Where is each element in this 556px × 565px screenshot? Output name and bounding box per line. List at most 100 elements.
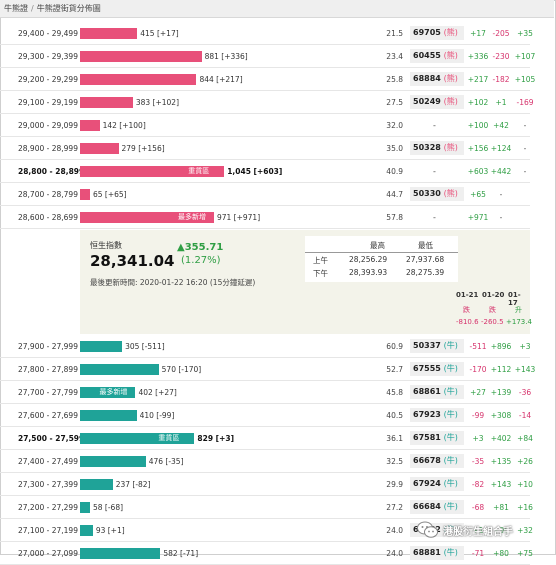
price-range: 27,100 - 27,199 (18, 526, 78, 535)
table-row[interactable]: 29,400 - 29,499 415 [+17] 21.5 69705 (熊) +17… (0, 22, 533, 45)
distance-pct: 35.0 (386, 144, 403, 153)
price-range: 27,200 - 27,299 (18, 503, 78, 512)
bear-bar[interactable] (80, 479, 113, 490)
daily-change: -230 (492, 52, 510, 61)
col-low: 最低 (418, 241, 433, 250)
bear-bar[interactable] (80, 525, 93, 536)
table-row[interactable]: 28,700 - 28,799 65 [+65] 44.7 50330 (熊) +65 - (0, 183, 530, 206)
warrant-code[interactable]: 50337 (牛) (410, 339, 464, 353)
warrant-code[interactable]: 50328 (熊) (410, 141, 464, 155)
table-row[interactable]: 28,600 - 28,699 最多新增 971 [+971] 57.8 - +971 - (0, 206, 530, 229)
warrant-code[interactable]: 66678 (牛) (410, 454, 464, 468)
daily-change: +35 (517, 29, 533, 38)
table-row[interactable]: 27,000 - 27,099 582 [-71] 24.0 68881 (牛) -71… (0, 542, 533, 565)
table-row[interactable]: 27,300 - 27,399 237 [-82] 29.9 67924 (牛) -82… (0, 473, 533, 496)
warrant-code[interactable]: 60455 (熊) (410, 49, 464, 63)
high-low-table: 最高 最低 上午 28,256.29 27,937.68 下午 28,393.9… (305, 236, 458, 282)
warrant-code[interactable]: 68884 (熊) (410, 72, 464, 86)
table-row[interactable]: 29,300 - 29,399 881 [+336] 23.4 60455 (熊) +3… (0, 45, 535, 68)
daily-change: +112 (490, 365, 512, 374)
table-row[interactable]: 27,400 - 27,499 476 [-35] 32.5 66678 (牛) -35… (0, 450, 533, 473)
daily-change: -205 (492, 29, 510, 38)
warrant-code[interactable]: 67555 (牛) (410, 362, 464, 376)
daily-change: +402 (490, 434, 512, 443)
bull-bar[interactable] (80, 143, 119, 154)
table-row[interactable]: 27,700 - 27,799 最多新增 402 [+27] 45.8 68861 (牛… (0, 381, 531, 404)
table-row[interactable]: 27,800 - 27,899 570 [-170] 52.7 67555 (牛) -1… (0, 358, 535, 381)
daily-change: +896 (490, 342, 512, 351)
warrant-side: (牛) (443, 456, 458, 465)
daily-change: +139 (490, 388, 512, 397)
price-range: 28,700 - 28,799 (18, 190, 78, 199)
warrant-code[interactable]: 67923 (牛) (410, 408, 464, 422)
flow-date-3: 01-17 (508, 291, 521, 307)
bear-bar[interactable] (80, 548, 161, 559)
daily-change: +75 (517, 549, 533, 558)
price-range: 28,600 - 28,699 (18, 213, 78, 222)
flow-date-1: 01-21 (456, 291, 479, 299)
warrant-code[interactable]: 50249 (熊) (410, 95, 464, 109)
daily-change: +16 (517, 503, 533, 512)
daily-change: - (523, 121, 527, 130)
table-row[interactable]: 29,100 - 29,199 383 [+102] 27.5 50249 (熊) +1… (0, 91, 534, 114)
pm-low: 28,275.39 (406, 268, 445, 277)
breadcrumb-root[interactable]: 牛熊證 (4, 4, 28, 13)
warrant-code-number: 66684 (413, 502, 441, 511)
bull-bar[interactable] (80, 189, 90, 200)
daily-change: +3 (472, 434, 484, 443)
bear-bar[interactable] (80, 341, 123, 352)
watermark-text: 港股衍生組合手 (443, 527, 513, 538)
bear-bar[interactable] (80, 364, 159, 375)
table-row[interactable]: 27,500 - 27,599 重貨區 829 [+3] 36.1 67581 (牛) +… (0, 427, 533, 450)
daily-change: +135 (490, 457, 512, 466)
warrant-code[interactable]: 66684 (牛) (410, 500, 464, 514)
warrant-code[interactable]: 68881 (牛) (410, 546, 464, 560)
table-row[interactable]: 28,800 - 28,899 重貨區 1,045 [+603] 40.9 - +603 +… (0, 160, 530, 183)
warrant-code[interactable]: 67581 (牛) (410, 431, 464, 445)
table-row[interactable]: 27,200 - 27,299 58 [-68] 27.2 66684 (牛) -68 +… (0, 496, 533, 519)
bear-bar[interactable] (80, 456, 146, 467)
warrant-code[interactable]: 68861 (牛) (410, 385, 464, 399)
bar-value: 971 [+971] (216, 213, 261, 222)
bear-bar[interactable] (80, 433, 195, 444)
distance-pct: 27.5 (386, 98, 403, 107)
table-row[interactable]: 29,000 - 29,099 142 [+100] 32.0 - +100 +42 - (0, 114, 530, 137)
warrant-code[interactable]: 69705 (熊) (410, 26, 464, 40)
warrant-side: (熊) (443, 189, 458, 198)
bull-bar[interactable] (80, 97, 133, 108)
warrant-side: (牛) (443, 387, 458, 396)
flow-val-2: -260.5 (481, 318, 504, 326)
table-row[interactable]: 27,600 - 27,699 410 [-99] 40.5 67923 (牛) -99… (0, 404, 531, 427)
daily-change: +308 (490, 411, 512, 420)
warrant-code-number: 66678 (413, 456, 441, 465)
bull-bar[interactable] (80, 212, 214, 223)
warrant-code[interactable]: 50330 (熊) (410, 187, 464, 201)
daily-change: +81 (493, 503, 509, 512)
daily-change: -169 (516, 98, 534, 107)
bar-value: 402 [+27] (138, 388, 177, 397)
daily-change: +442 (490, 167, 512, 176)
daily-change: +26 (517, 457, 533, 466)
warrant-side: (牛) (443, 502, 458, 511)
bar-value: 58 [-68] (93, 503, 124, 512)
bull-bar[interactable] (80, 120, 100, 131)
daily-change: -14 (518, 411, 532, 420)
bull-bar[interactable] (80, 28, 138, 39)
bar-value: 570 [-170] (161, 365, 202, 374)
distance-pct: 29.9 (386, 480, 403, 489)
distance-pct: 21.5 (386, 29, 403, 38)
table-row[interactable]: 28,900 - 28,999 279 [+156] 35.0 50328 (熊) +1… (0, 137, 530, 160)
breadcrumb: 牛熊證 / 牛熊證街貨分佈圖 (0, 0, 554, 18)
bull-bar[interactable] (80, 74, 197, 85)
price-range: 27,600 - 27,699 (18, 411, 78, 420)
warrant-code-number: 68861 (413, 387, 441, 396)
table-row[interactable]: 27,900 - 27,999 305 [-511] 60.9 50337 (牛) -5… (0, 335, 531, 358)
bull-bar[interactable] (80, 166, 225, 177)
table-row[interactable]: 29,200 - 29,299 844 [+217] 25.8 68884 (熊) +2… (0, 68, 535, 91)
warrant-code[interactable]: 67924 (牛) (410, 477, 464, 491)
bear-bar[interactable] (80, 410, 137, 421)
bear-bar[interactable] (80, 502, 90, 513)
bull-bar[interactable] (80, 51, 202, 62)
bar-tag: 最多新增 (99, 388, 128, 396)
bear-bar[interactable] (80, 387, 136, 398)
